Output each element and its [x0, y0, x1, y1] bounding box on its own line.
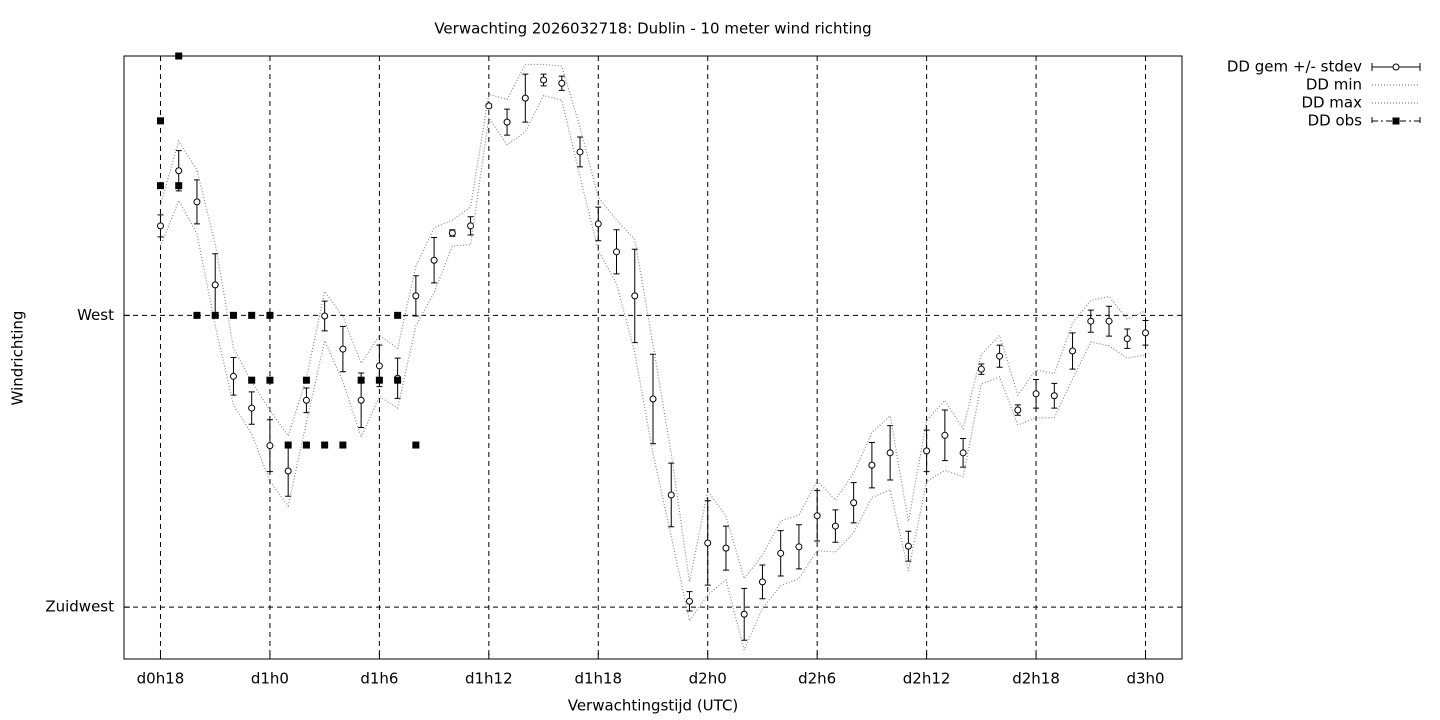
mean-point — [1032, 390, 1040, 398]
mean-point — [576, 148, 584, 156]
obs-point — [175, 182, 183, 190]
obs-point — [248, 311, 256, 319]
y-tick-label: West — [77, 306, 114, 324]
obs-point — [375, 376, 383, 384]
mean-point — [1123, 335, 1131, 343]
range-line — [159, 63, 1146, 582]
mean-point — [649, 395, 657, 403]
x-tick-label: d2h18 — [1012, 670, 1060, 688]
mean-point — [941, 431, 949, 439]
mean-point — [631, 292, 639, 300]
mean-point — [558, 79, 566, 87]
mean-point — [667, 491, 675, 499]
mean-point — [704, 539, 712, 547]
mean-point — [758, 578, 766, 586]
x-tick-label: d2h12 — [903, 670, 951, 688]
mean-point — [448, 229, 456, 237]
x-tick-label: d0h18 — [137, 670, 185, 688]
obs-point — [412, 441, 420, 449]
legend-sample — [1392, 117, 1400, 125]
legend-sample — [1392, 63, 1400, 71]
obs-point — [394, 311, 402, 319]
mean-point — [594, 220, 602, 228]
mean-point — [321, 312, 329, 320]
mean-point — [850, 499, 858, 507]
x-tick-label: d3h0 — [1126, 670, 1164, 688]
mean-point — [248, 404, 256, 412]
x-axis-label: Verwachtingstijd (UTC) — [568, 697, 739, 715]
obs-point — [175, 52, 183, 60]
mean-point — [266, 442, 274, 450]
mean-point — [229, 372, 237, 380]
x-tick-label: d1h6 — [360, 670, 398, 688]
obs-point — [193, 311, 201, 319]
mean-point — [503, 118, 511, 126]
y-axis-label: Windrichting — [9, 311, 27, 406]
legend-label: DD gem +/- stdev — [1227, 58, 1362, 76]
obs-point — [339, 441, 347, 449]
obs-point — [394, 376, 402, 384]
mean-point — [284, 467, 292, 475]
mean-point — [357, 396, 365, 404]
mean-point — [868, 461, 876, 469]
obs-point — [266, 311, 274, 319]
mean-point — [1069, 347, 1077, 355]
mean-point — [722, 544, 730, 552]
mean-point — [412, 292, 420, 300]
mean-point — [467, 222, 475, 230]
obs-point — [284, 441, 292, 449]
mean-point — [996, 352, 1004, 360]
mean-point — [740, 610, 748, 618]
mean-point — [540, 76, 548, 84]
mean-point — [193, 198, 201, 206]
mean-point — [1014, 406, 1022, 414]
x-tick-label: d1h18 — [574, 670, 622, 688]
mean-point — [904, 542, 912, 550]
mean-point — [521, 94, 529, 102]
mean-point — [1087, 317, 1095, 325]
mean-point — [831, 522, 839, 530]
obs-point — [302, 376, 310, 384]
obs-point — [229, 311, 237, 319]
x-tick-label: d2h6 — [798, 670, 836, 688]
x-tick-label: d1h0 — [251, 670, 289, 688]
obs-point — [321, 441, 329, 449]
mean-point — [795, 543, 803, 551]
mean-point — [1142, 329, 1150, 337]
mean-point — [977, 365, 985, 373]
mean-point — [302, 396, 310, 404]
legend-label: DD obs — [1308, 112, 1363, 130]
mean-point — [375, 362, 383, 370]
plot-frame — [123, 55, 1183, 660]
mean-point — [1050, 392, 1058, 400]
mean-point — [211, 281, 219, 289]
mean-point — [959, 449, 967, 457]
obs-point — [266, 376, 274, 384]
mean-point — [430, 256, 438, 264]
mean-point — [175, 167, 183, 175]
legend-label: DD min — [1306, 76, 1362, 94]
mean-point — [613, 248, 621, 256]
legend-label: DD max — [1301, 94, 1362, 112]
mean-point — [1105, 317, 1113, 325]
chart-title: Verwachting 2026032718: Dublin - 10 mete… — [434, 20, 871, 38]
mean-point — [777, 549, 785, 557]
mean-point — [339, 345, 347, 353]
mean-point — [923, 447, 931, 455]
y-tick-label: Zuidwest — [45, 598, 114, 616]
obs-point — [156, 182, 164, 190]
obs-point — [211, 311, 219, 319]
x-tick-label: d1h12 — [465, 670, 513, 688]
obs-point — [302, 441, 310, 449]
obs-point — [248, 376, 256, 384]
mean-point — [685, 597, 693, 605]
mean-point — [156, 222, 164, 230]
obs-point — [357, 376, 365, 384]
x-tick-label: d2h0 — [689, 670, 727, 688]
mean-point — [813, 512, 821, 520]
obs-point — [156, 117, 164, 125]
mean-point — [886, 449, 894, 457]
